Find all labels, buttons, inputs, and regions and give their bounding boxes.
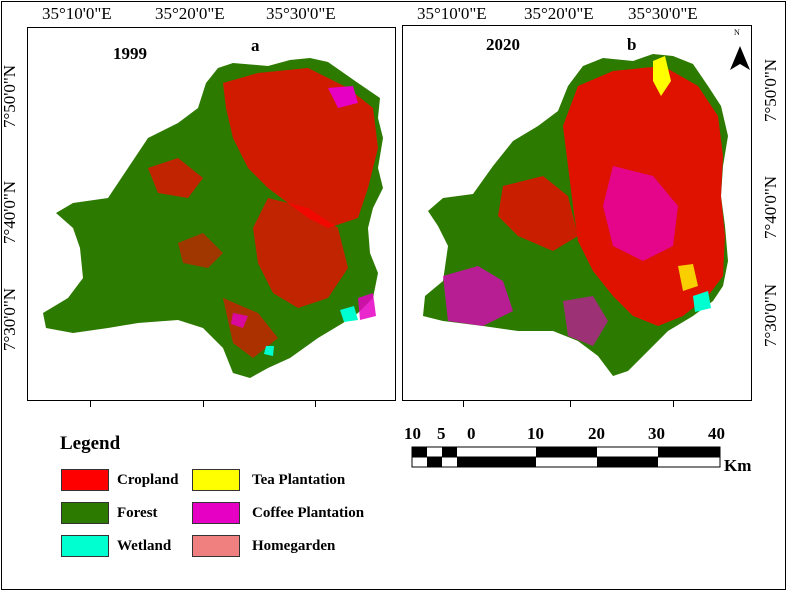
- legend-swatch-forest: [61, 502, 109, 524]
- top-coord-right-2: 35°20'0"E: [524, 4, 594, 23]
- legend-label-wetland: Wetland: [117, 538, 172, 554]
- legend-swatch-coffee: [192, 502, 240, 524]
- scale-number-20: 20: [588, 424, 605, 443]
- scale-number-40: 40: [708, 424, 725, 443]
- panel-b-letter: b: [627, 35, 637, 54]
- tick: [90, 401, 91, 407]
- legend-label-cropland: Cropland: [117, 472, 179, 488]
- tick: [315, 401, 316, 407]
- panel-b-year: 2020: [486, 35, 520, 54]
- legend-swatch-tea: [192, 469, 240, 491]
- right-coord-3: 7°30'0"N: [761, 283, 780, 347]
- top-coord-right-1: 35°10'0"E: [417, 4, 487, 23]
- map-1999: [43, 58, 383, 378]
- top-coord-right-3: 35°30'0"E: [628, 4, 698, 23]
- map-2020: [423, 54, 728, 376]
- legend-swatch-homegarden: [192, 535, 240, 557]
- legend-title: Legend: [60, 433, 121, 454]
- legend-label-tea: Tea Plantation: [252, 472, 346, 488]
- top-coord-left-2: 35°20'0"E: [155, 4, 225, 23]
- top-coord-left-1: 35°10'0"E: [42, 4, 112, 23]
- tick: [673, 401, 674, 407]
- scale-number-5: 5: [437, 424, 446, 443]
- left-coord-3: 7°30'0"N: [0, 287, 19, 351]
- top-coord-left-3: 35°30'0"E: [266, 4, 336, 23]
- right-coord-2: 7°40'0"N: [761, 175, 780, 239]
- map-panel-b: [402, 25, 752, 401]
- north-arrow-icon: [730, 46, 750, 70]
- scale-number-30: 30: [648, 424, 665, 443]
- panel-a-letter: a: [251, 36, 260, 55]
- legend-label-coffee: Coffee Plantation: [252, 505, 365, 521]
- map-panel-a: [27, 27, 396, 401]
- north-label: N: [734, 28, 740, 37]
- panel-a-year: 1999: [113, 44, 147, 63]
- legend-label-forest: Forest: [117, 505, 158, 521]
- left-coord-2: 7°40'0"N: [0, 180, 19, 244]
- legend-swatch-cropland: [61, 469, 109, 491]
- tick: [463, 401, 464, 407]
- legend-swatch-wetland: [61, 535, 109, 557]
- left-coord-1: 7°50'0"N: [0, 64, 19, 128]
- tick: [570, 401, 571, 407]
- scale-unit: Km: [724, 456, 752, 475]
- tick: [203, 401, 204, 407]
- scale-number-10-left: 10: [404, 424, 421, 443]
- right-coord-1: 7°50'0"N: [761, 58, 780, 122]
- scale-bar: [411, 446, 721, 468]
- scale-number-0: 0: [467, 424, 476, 443]
- legend-label-homegarden: Homegarden: [252, 538, 336, 554]
- scale-number-10: 10: [527, 424, 544, 443]
